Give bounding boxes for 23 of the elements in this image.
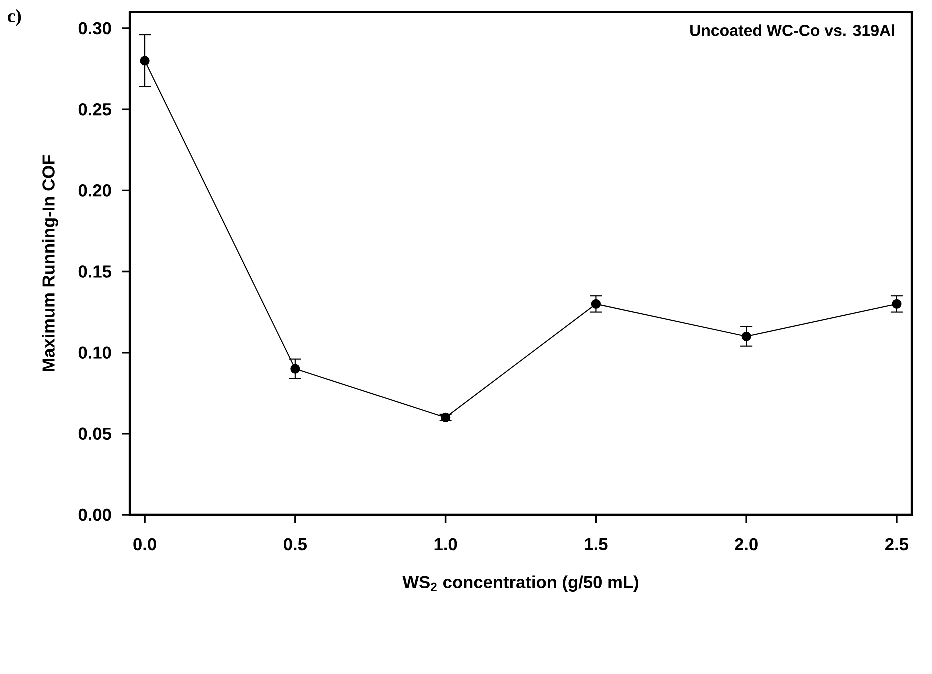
- y-axis-title: Maximum Running-In COF: [42, 155, 58, 372]
- y-tick-label: 0.10: [78, 346, 112, 359]
- text: Uncoated WC-Co vs. 319Al: [690, 24, 894, 36]
- x-tick-label: 0.5: [284, 538, 307, 551]
- point: [441, 412, 451, 422]
- x-tick-label: 1.5: [585, 538, 608, 550]
- point: [591, 299, 601, 309]
- x-axis-title: WS$_{2}$ concentration (g/50 mL): [402, 576, 638, 592]
- point: [290, 364, 300, 374]
- y-tick-label: 0.20: [78, 184, 112, 197]
- y-tick-label: 0.00: [78, 508, 112, 522]
- x-tick-label: 0.0: [134, 538, 156, 551]
- y-tick-label: 0.05: [78, 428, 112, 440]
- point: [892, 299, 902, 309]
- point: [140, 56, 150, 66]
- x-tick-label: 1.0: [434, 538, 458, 551]
- x-tick-label: 2.0: [735, 538, 758, 551]
- y-tick-label: 0.25: [78, 103, 112, 116]
- x-tick-label: 2.5: [886, 538, 909, 551]
- y-tick-label: 0.15: [78, 266, 112, 278]
- point: [742, 332, 752, 342]
- y-tick-label: 0.30: [78, 22, 112, 35]
- text: c): [8, 9, 22, 26]
